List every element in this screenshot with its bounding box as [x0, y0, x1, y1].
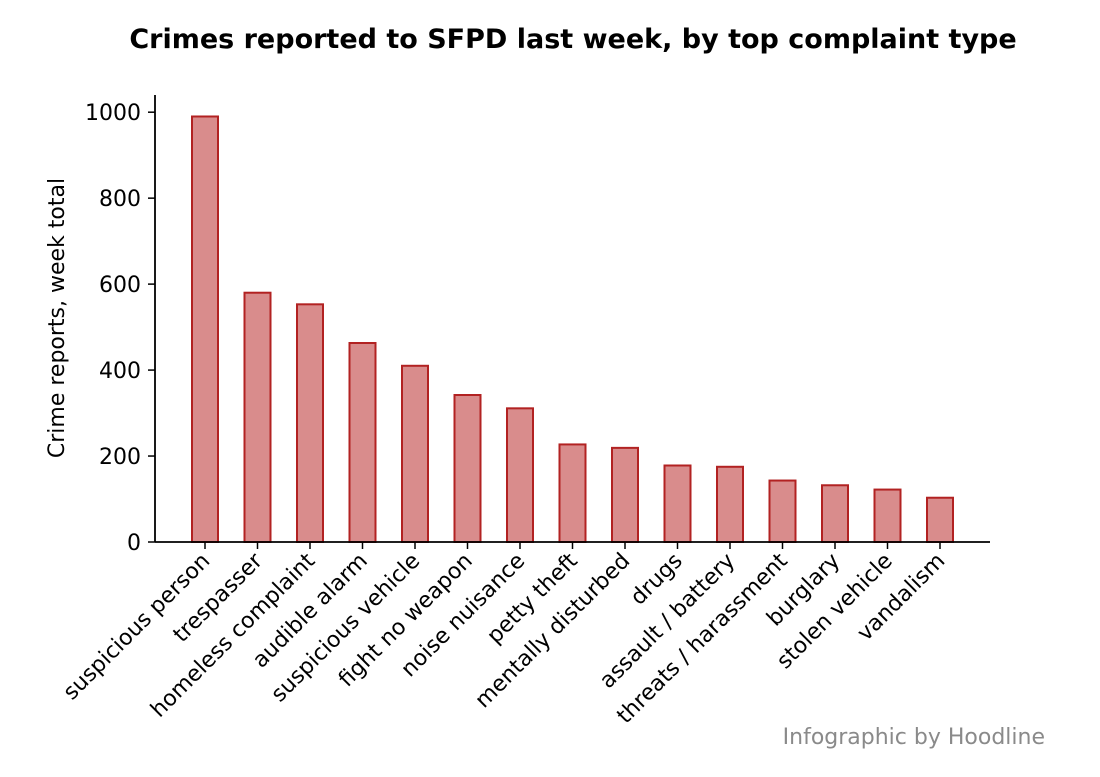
bar-audible-alarm	[348, 341, 377, 543]
bar-noise-nuisance	[506, 407, 534, 543]
bar-vandalism	[926, 496, 954, 543]
chart-title: Crimes reported to SFPD last week, by to…	[129, 24, 1016, 55]
y-tick-label: 1000	[85, 101, 141, 126]
bars-group	[191, 115, 954, 544]
y-tick-label: 0	[127, 531, 141, 556]
bar-trespasser	[243, 291, 272, 544]
bar-stolen-vehicle	[873, 488, 902, 544]
credit-text: Infographic by Hoodline	[783, 725, 1045, 750]
bar-suspicious-person	[191, 115, 219, 543]
bar-mentally-disturbed	[611, 446, 639, 543]
y-tick-label: 200	[99, 445, 141, 470]
bar-threats-harassment	[768, 479, 797, 544]
bar-drugs	[663, 464, 692, 543]
y-tick-label: 600	[99, 273, 141, 298]
bar-burglary	[821, 484, 849, 543]
y-axis-label: Crime reports, week total	[45, 178, 70, 458]
bar-fight-no-weapon	[453, 394, 482, 543]
y-tick-label: 800	[99, 187, 141, 212]
bar-assault-battery	[716, 465, 744, 544]
y-tick-label: 400	[99, 359, 141, 384]
bar-petty-theft	[558, 443, 587, 543]
bar-suspicious-vehicle	[401, 364, 429, 543]
y-ticks-group: 0 200 400 600 800 1000	[85, 101, 155, 556]
bar-homeless-complaint	[296, 303, 324, 543]
